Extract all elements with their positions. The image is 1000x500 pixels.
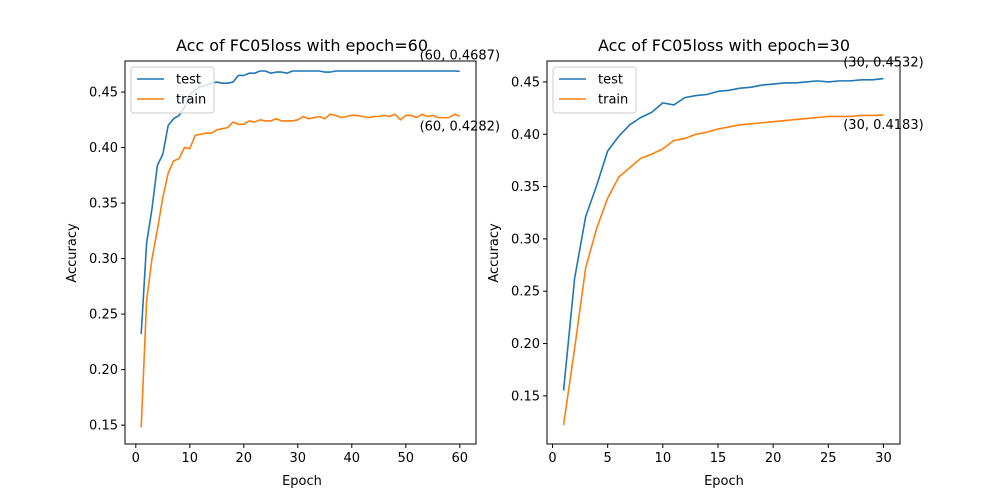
y-axis-label: Accuracy <box>487 223 502 283</box>
legend-label-test: test <box>176 73 201 88</box>
y-tick-label: 0.45 <box>89 86 118 101</box>
y-tick-label: 0.20 <box>89 363 118 378</box>
y-tick-label: 0.15 <box>511 389 540 404</box>
x-tick-label: 20 <box>236 451 253 466</box>
legend-label-train: train <box>176 93 206 108</box>
y-tick-label: 0.30 <box>511 232 540 247</box>
chart-epoch-30: Acc of FC05loss with epoch=30 Epoch Accu… <box>487 36 924 489</box>
x-tick-label: 0 <box>548 451 556 466</box>
x-tick-label: 0 <box>132 451 140 466</box>
chart-epoch-60: Acc of FC05loss with epoch=60 Epoch Accu… <box>65 36 500 489</box>
x-tick-label: 15 <box>710 451 727 466</box>
series-line-train <box>140 113 461 428</box>
y-tick-label: 0.30 <box>89 252 118 267</box>
series-line-test <box>562 77 884 391</box>
x-tick-label: 20 <box>765 451 782 466</box>
x-tick-label: 30 <box>290 451 307 466</box>
x-tick-label: 40 <box>344 451 361 466</box>
x-axis-label: Epoch <box>704 474 744 489</box>
y-tick-label: 0.25 <box>89 308 118 323</box>
y-tick-label: 0.15 <box>89 419 118 434</box>
y-tick-label: 0.35 <box>89 197 118 212</box>
point-annotation: (30, 0.4183) <box>843 118 923 133</box>
x-tick-label: 60 <box>452 451 469 466</box>
plot-frame <box>124 60 477 445</box>
series-line-train <box>562 114 884 426</box>
x-tick-label: 50 <box>398 451 415 466</box>
plot-frame <box>546 60 901 445</box>
y-tick-label: 0.20 <box>511 337 540 352</box>
chart-title: Acc of FC05loss with epoch=60 <box>176 36 428 55</box>
point-annotation: (30, 0.4532) <box>843 56 923 71</box>
y-tick-label: 0.40 <box>89 141 118 156</box>
chart-title: Acc of FC05loss with epoch=30 <box>598 36 850 55</box>
y-axis-label: Accuracy <box>65 223 80 283</box>
y-tick-label: 0.35 <box>511 180 540 195</box>
y-tick-label: 0.40 <box>511 128 540 143</box>
x-tick-label: 25 <box>820 451 837 466</box>
legend-label-test: test <box>598 73 623 88</box>
x-tick-label: 10 <box>655 451 672 466</box>
x-tick-label: 30 <box>875 451 892 466</box>
point-annotation: (60, 0.4282) <box>420 119 500 134</box>
legend-label-train: train <box>598 93 628 108</box>
x-tick-label: 10 <box>182 451 199 466</box>
y-tick-label: 0.25 <box>511 285 540 300</box>
point-annotation: (60, 0.4687) <box>420 48 500 63</box>
x-axis-label: Epoch <box>282 474 322 489</box>
y-tick-label: 0.45 <box>511 75 540 90</box>
x-tick-label: 5 <box>604 451 612 466</box>
